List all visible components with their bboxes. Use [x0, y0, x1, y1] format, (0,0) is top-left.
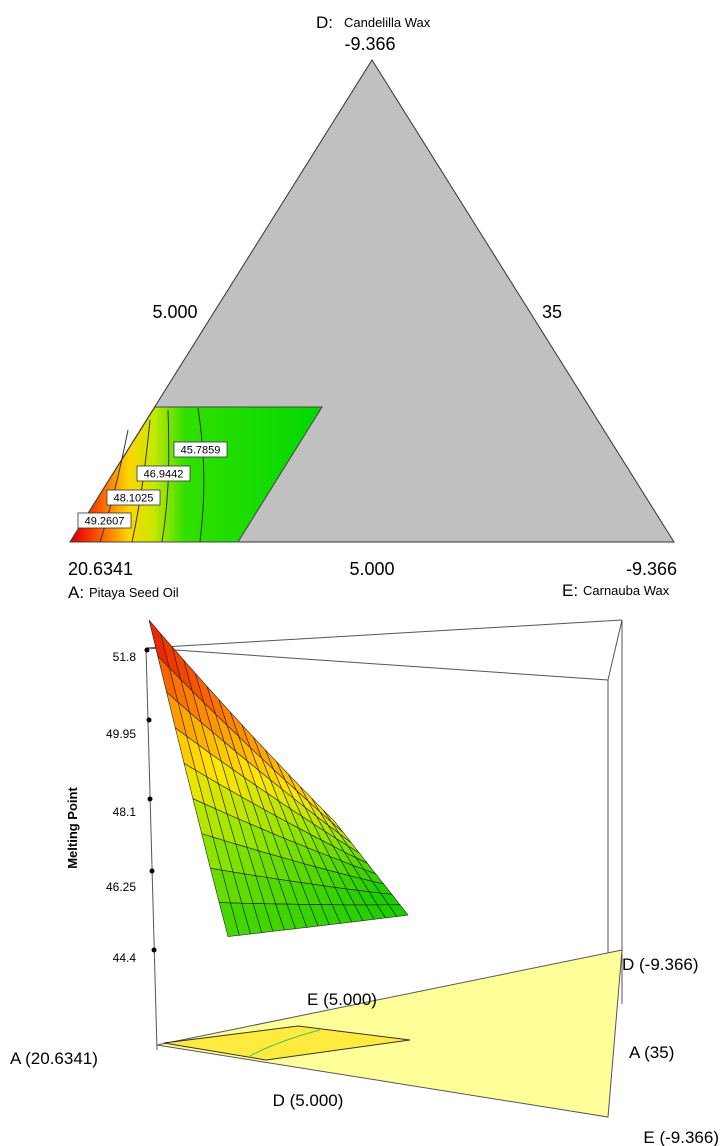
- contour-line-49: [99, 429, 129, 543]
- contour-label-text: 45.7859: [181, 445, 221, 457]
- z-tick-label: 51.8: [113, 650, 137, 664]
- contour-label-text: 46.9442: [144, 469, 184, 481]
- vertex-d-value: -9.366: [344, 34, 395, 54]
- base-contour-region: [163, 1025, 411, 1061]
- z-axis: 51.8 49.95 48.1 46.25 44.4: [106, 647, 157, 965]
- contour-label-3: 48.1025: [106, 489, 161, 506]
- feasible-region: [69, 406, 323, 543]
- contour-line-47: [161, 409, 170, 543]
- z-tick-label: 48.1: [113, 805, 137, 819]
- z-tick-label: 49.95: [106, 727, 136, 741]
- vertex-e-value: -9.366: [626, 559, 677, 579]
- side-right-value: 35: [542, 302, 562, 322]
- ternary-contour-plot: 45.7859 46.9442 48.1025 49.2607 D: Cande…: [68, 13, 677, 602]
- vertex-e-name: Carnauba Wax: [583, 583, 670, 598]
- base-contour-line: [249, 1029, 321, 1057]
- contour-line-48: [131, 419, 151, 543]
- side-left-value: 5.000: [152, 302, 197, 322]
- contour-label-4: 49.2607: [77, 512, 132, 529]
- contour-label-text: 49.2607: [85, 516, 125, 528]
- contour-label-1: 45.7859: [173, 441, 228, 458]
- label-a-left: A (20.6341): [10, 1049, 98, 1068]
- z-tick-label: 46.25: [106, 880, 136, 894]
- contour-label-text: 48.1025: [114, 493, 154, 505]
- contour-lines: [99, 407, 205, 543]
- side-bottom-value: 5.000: [349, 559, 394, 579]
- label-d-right: D (-9.366): [622, 955, 699, 974]
- vertex-a-value: 20.6341: [68, 559, 133, 579]
- vertex-a-letter: A:: [68, 583, 84, 602]
- response-surface: [148, 619, 409, 937]
- label-e-right: E (-9.366): [643, 1128, 719, 1146]
- z-axis-label: Melting Point: [65, 787, 80, 869]
- base-plane: [156, 949, 623, 1118]
- vertex-a-name: Pitaya Seed Oil: [89, 585, 179, 600]
- z-tick-label: 44.4: [113, 951, 137, 965]
- vertex-d-letter: D:: [316, 13, 333, 32]
- surface-facet: [388, 904, 409, 917]
- vertex-e-letter: E:: [562, 581, 578, 600]
- label-e-mid: E (5.000): [307, 990, 377, 1009]
- label-a-right: A (35): [629, 1043, 674, 1062]
- contour-line-46: [197, 407, 205, 543]
- contour-label-2: 46.9442: [136, 465, 191, 482]
- surface-3d-plot: 51.8 49.95 48.1 46.25 44.4 Melting Point…: [10, 619, 719, 1146]
- vertex-d-name: Candelilla Wax: [344, 15, 431, 30]
- label-d-mid: D (5.000): [273, 1091, 344, 1110]
